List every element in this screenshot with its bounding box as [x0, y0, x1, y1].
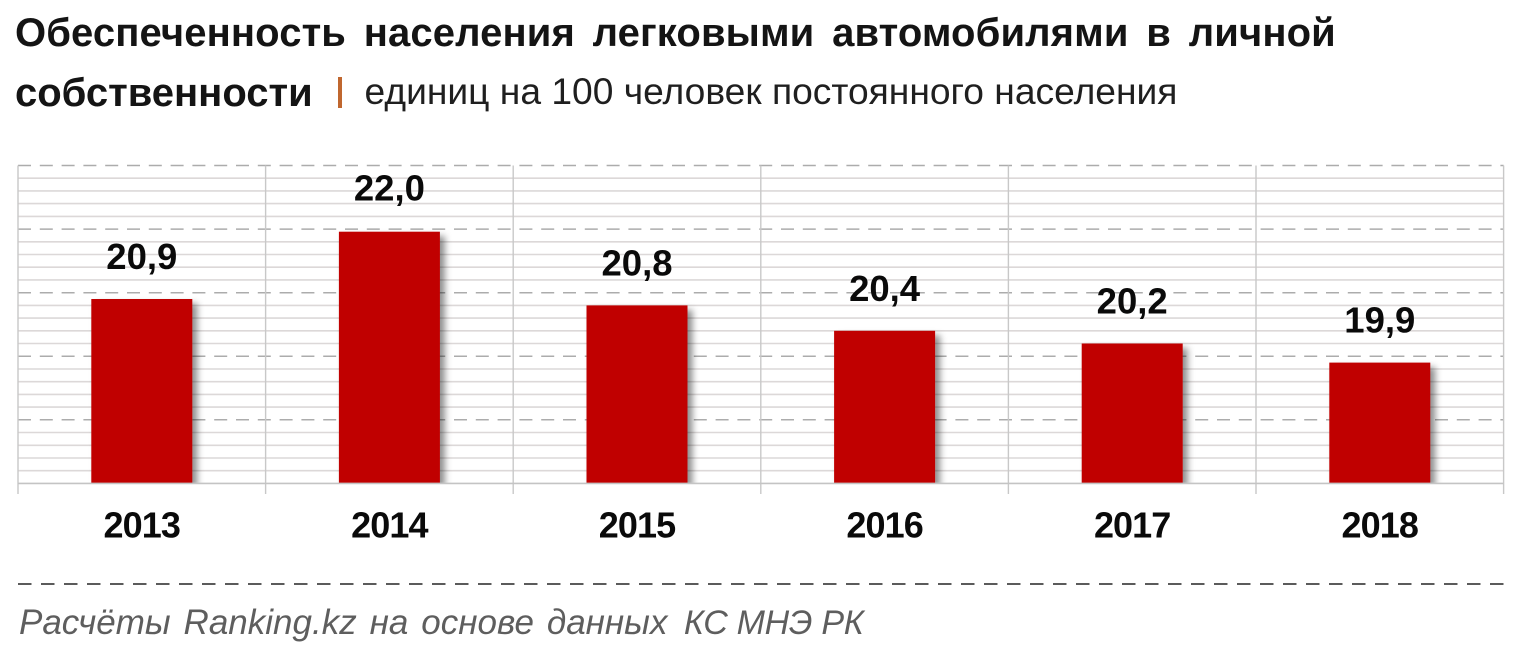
- svg-text:20,8: 20,8: [601, 242, 672, 283]
- svg-text:2017: 2017: [1094, 505, 1171, 546]
- svg-text:20,2: 20,2: [1097, 281, 1168, 322]
- svg-text:20,9: 20,9: [106, 236, 177, 277]
- svg-text:2018: 2018: [1342, 505, 1419, 546]
- svg-text:20,4: 20,4: [849, 268, 921, 309]
- svg-text:22,0: 22,0: [354, 168, 425, 209]
- svg-text:2015: 2015: [599, 505, 676, 546]
- svg-text:2016: 2016: [846, 505, 923, 546]
- svg-text:2013: 2013: [104, 505, 181, 546]
- svg-text:19,9: 19,9: [1344, 300, 1415, 341]
- svg-text:2014: 2014: [351, 505, 428, 546]
